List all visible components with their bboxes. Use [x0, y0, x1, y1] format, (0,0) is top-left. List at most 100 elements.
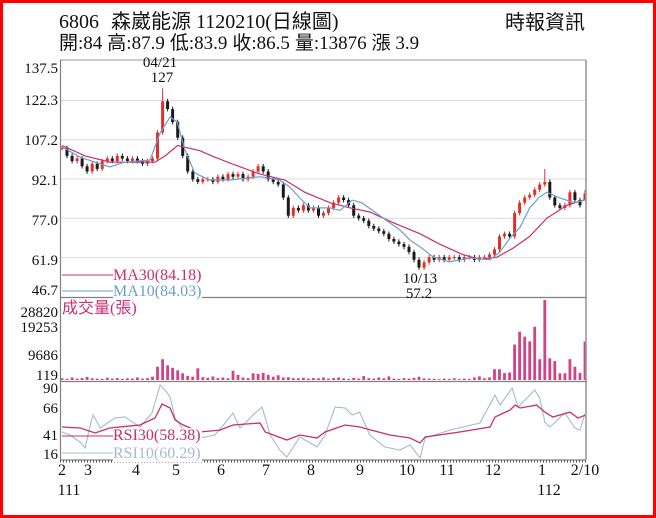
- volume-bar: [473, 377, 476, 380]
- x-tick-label: 2: [58, 462, 66, 479]
- volume-bar: [337, 377, 340, 380]
- volume-bar: [553, 361, 557, 380]
- volume-bar: [307, 378, 310, 380]
- volume-bar: [427, 378, 431, 380]
- candle-body: [65, 148, 69, 156]
- volume-bar: [558, 373, 562, 380]
- candle-body: [90, 163, 94, 172]
- ohlc-stats: 開:84 高:87.9 低:83.9 收:86.5 量:13876 漲 3.9: [59, 33, 424, 55]
- volume-bar: [467, 378, 471, 380]
- volume-bar: [241, 377, 245, 380]
- volume-bar: [327, 378, 330, 380]
- candle-body: [518, 202, 522, 214]
- candle-body: [70, 155, 74, 162]
- x-tick-label: 7: [262, 462, 270, 479]
- volume-bar: [417, 376, 421, 380]
- volume-bar: [70, 377, 74, 380]
- candle-body: [337, 197, 341, 203]
- candle-body: [377, 228, 381, 232]
- price-tick-label: 107.2: [24, 133, 58, 149]
- candle-body: [553, 197, 557, 206]
- candle-body: [327, 207, 330, 214]
- volume-bar: [226, 378, 230, 380]
- volume-bar: [110, 378, 114, 380]
- low-value-annotation: 57.2: [405, 286, 433, 302]
- rsi-tick-label: 41: [43, 428, 58, 444]
- x-tick-label: 8: [307, 462, 315, 479]
- candle-body: [156, 132, 159, 159]
- candle-body: [452, 257, 456, 259]
- candle-body: [151, 158, 154, 162]
- volume-bar: [568, 359, 572, 380]
- stat-value: 3.9: [395, 33, 420, 54]
- volume-bar: [457, 379, 461, 380]
- candle-body: [442, 257, 446, 260]
- candle-body: [171, 109, 175, 123]
- volume-bar: [246, 378, 250, 380]
- volume-tick-label: 19253: [20, 320, 59, 336]
- legend-rsi10: RSI10(60.29): [113, 445, 202, 462]
- volume-bar: [90, 378, 94, 380]
- volume-bar: [493, 369, 496, 380]
- volume-bar: [478, 376, 481, 380]
- candle-body: [317, 207, 320, 216]
- candle-body: [583, 193, 587, 201]
- volume-bar: [196, 368, 200, 380]
- x-tick-label: 12: [485, 462, 501, 479]
- candle-body: [482, 257, 486, 259]
- volume-bar: [347, 378, 350, 380]
- legend-swatches: [62, 274, 113, 454]
- volume-bar: [397, 378, 401, 380]
- volume-bar: [261, 372, 265, 380]
- candle-body: [538, 184, 542, 190]
- stat-value: 84: [83, 33, 103, 54]
- candle-body: [191, 171, 195, 180]
- volume-tick-label: 9686: [28, 348, 58, 364]
- candle-body: [95, 163, 99, 169]
- candle-body: [568, 192, 572, 206]
- candle-body: [301, 205, 305, 211]
- candle-body: [60, 148, 64, 150]
- volume-bar: [432, 378, 436, 380]
- indicator-lines: [61, 116, 586, 460]
- volume-bar: [136, 377, 139, 380]
- candle-body: [266, 171, 270, 180]
- volume-bar: [60, 378, 64, 380]
- rsi-tick-label: 16: [43, 447, 58, 463]
- candle-body: [125, 158, 129, 162]
- volume-bar: [488, 377, 491, 380]
- candle-body: [166, 101, 170, 110]
- volume-bar: [105, 377, 109, 380]
- rsi10-line: [61, 383, 586, 460]
- candle-body: [372, 226, 376, 229]
- stat-value: 83.9: [194, 33, 228, 54]
- volume-bar: [392, 378, 396, 380]
- x-tick-label: 9: [356, 462, 364, 479]
- volume-bar: [538, 359, 542, 380]
- volume-bar: [286, 377, 290, 380]
- volume-bar: [528, 341, 532, 380]
- candle-body: [130, 158, 134, 162]
- candle-body: [392, 239, 396, 242]
- chart-title: 6806 森崴能源 1120210(日線圖): [59, 11, 339, 33]
- candle-body: [417, 259, 421, 268]
- volume-bar: [181, 373, 185, 380]
- stat-open: 開:84: [59, 33, 102, 54]
- volume-bar: [80, 378, 84, 380]
- volume-bar: [171, 367, 174, 380]
- candle-body: [261, 166, 265, 172]
- x-tick-label: 10: [399, 462, 415, 479]
- candle-body: [407, 246, 411, 252]
- candle-body: [578, 200, 582, 206]
- stat-label: 收:: [232, 33, 257, 54]
- price-tick-label: 137.5: [24, 61, 58, 77]
- volume-bar: [126, 378, 129, 380]
- x-tick-label: 4: [132, 462, 140, 479]
- candle-body: [221, 176, 225, 180]
- candle-body: [115, 155, 119, 162]
- volume-bar: [151, 376, 154, 380]
- candle-body: [493, 249, 496, 255]
- volume-bar: [407, 378, 411, 380]
- candle-body: [311, 207, 315, 211]
